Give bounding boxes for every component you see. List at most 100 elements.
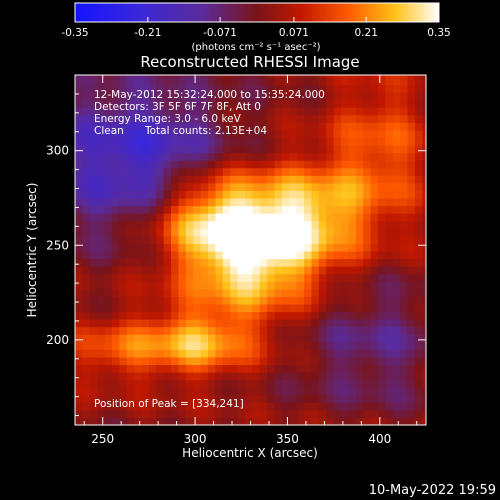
heatmap-cell bbox=[82, 122, 91, 131]
heatmap-cell bbox=[363, 379, 372, 388]
heatmap-cell bbox=[75, 387, 83, 396]
heatmap-cell bbox=[259, 167, 268, 176]
heatmap-cell bbox=[274, 394, 283, 403]
heatmap-cell bbox=[75, 250, 83, 260]
heatmap-cell bbox=[392, 417, 401, 425]
heatmap-cell bbox=[311, 220, 320, 229]
heatmap-cell bbox=[400, 75, 409, 78]
heatmap-cell bbox=[215, 341, 224, 350]
heatmap-cell bbox=[156, 409, 165, 419]
heatmap-cell bbox=[281, 107, 290, 116]
heatmap-cell bbox=[111, 235, 120, 244]
heatmap-cell bbox=[392, 84, 401, 93]
heatmap-cell bbox=[89, 228, 98, 237]
heatmap-cell bbox=[252, 99, 261, 108]
heatmap-cell bbox=[392, 296, 401, 305]
heatmap-cell bbox=[274, 303, 283, 313]
heatmap-cell bbox=[119, 417, 128, 425]
heatmap-cell bbox=[208, 213, 216, 222]
heatmap-cell bbox=[178, 311, 187, 320]
heatmap-cell bbox=[222, 341, 231, 350]
heatmap-cell bbox=[385, 76, 394, 86]
heatmap-cell bbox=[318, 372, 327, 381]
heatmap-cell bbox=[89, 341, 98, 350]
heatmap-cell bbox=[244, 326, 253, 335]
heatmap-cell bbox=[422, 175, 426, 184]
heatmap-cell bbox=[296, 76, 305, 86]
heatmap-cell bbox=[215, 213, 224, 222]
heatmap-cell bbox=[311, 319, 320, 328]
heatmap-cell bbox=[208, 326, 216, 335]
heatmap-cell bbox=[304, 190, 313, 199]
heatmap-cell bbox=[392, 107, 401, 116]
heatmap-cell bbox=[326, 266, 335, 275]
heatmap-cell bbox=[230, 76, 239, 86]
heatmap-cell bbox=[156, 175, 165, 184]
heatmap-cell bbox=[244, 387, 253, 396]
heatmap-cell bbox=[392, 326, 401, 335]
heatmap-cell bbox=[252, 334, 261, 343]
heatmap-cell bbox=[244, 137, 253, 146]
heatmap-cell bbox=[414, 266, 423, 275]
heatmap-cell bbox=[385, 84, 394, 93]
heatmap-cell bbox=[244, 364, 253, 373]
heatmap-cell bbox=[326, 250, 335, 260]
heatmap-cell bbox=[304, 160, 313, 169]
heatmap-cell bbox=[244, 205, 253, 214]
heatmap-cell bbox=[267, 76, 276, 86]
heatmap-cell bbox=[237, 205, 246, 214]
heatmap-cell bbox=[392, 311, 401, 320]
heatmap-cell bbox=[304, 319, 313, 328]
heatmap-cell bbox=[208, 137, 216, 146]
heatmap-cell bbox=[318, 145, 327, 154]
heatmap-cell bbox=[163, 417, 172, 425]
heatmap-cell bbox=[134, 175, 143, 184]
heatmap-cell bbox=[274, 76, 283, 86]
heatmap-cell bbox=[407, 341, 416, 350]
heatmap-cell bbox=[318, 220, 327, 229]
heatmap-cell bbox=[141, 99, 150, 108]
heatmap-cell bbox=[407, 402, 416, 411]
heatmap-cell bbox=[111, 319, 120, 328]
heatmap-cell bbox=[193, 137, 202, 146]
heatmap-cell bbox=[163, 205, 172, 214]
heatmap-cell bbox=[156, 250, 165, 260]
heatmap-cell bbox=[326, 379, 335, 388]
heatmap-cell bbox=[185, 182, 194, 192]
heatmap-cell bbox=[171, 167, 180, 176]
heatmap-cell bbox=[333, 145, 342, 154]
heatmap-cell bbox=[289, 213, 298, 222]
heatmap-cell bbox=[281, 235, 290, 244]
heatmap-cell bbox=[126, 243, 135, 252]
heatmap-cell bbox=[355, 99, 364, 108]
heatmap-cell bbox=[304, 76, 313, 86]
heatmap-cell bbox=[318, 92, 327, 101]
heatmap-cell bbox=[326, 356, 335, 366]
heatmap-cell bbox=[193, 213, 202, 222]
heatmap-cell bbox=[111, 281, 120, 290]
heatmap-cell bbox=[111, 114, 120, 123]
heatmap-cell bbox=[274, 319, 283, 328]
heatmap-cell bbox=[259, 273, 268, 282]
heatmap-cell bbox=[414, 364, 423, 373]
heatmap-cell bbox=[341, 349, 350, 358]
heatmap-cell bbox=[185, 409, 194, 419]
heatmap-cell bbox=[252, 319, 261, 328]
heatmap-cell bbox=[348, 220, 357, 229]
heatmap-cell bbox=[363, 394, 372, 403]
heatmap-cell bbox=[377, 243, 386, 252]
heatmap-cell bbox=[244, 319, 253, 328]
heatmap-cell bbox=[259, 379, 268, 388]
heatmap-cell bbox=[134, 114, 143, 123]
heatmap-cell bbox=[296, 122, 305, 131]
heatmap-cell bbox=[178, 266, 187, 275]
heatmap-cell bbox=[119, 190, 128, 199]
heatmap-cell bbox=[296, 349, 305, 358]
heatmap-cell bbox=[75, 402, 83, 411]
heatmap-cell bbox=[200, 266, 209, 275]
heatmap-cell bbox=[222, 145, 231, 154]
heatmap-cell bbox=[200, 175, 209, 184]
heatmap-cell bbox=[422, 402, 426, 411]
heatmap-cell bbox=[414, 334, 423, 343]
heatmap-cell bbox=[215, 334, 224, 343]
